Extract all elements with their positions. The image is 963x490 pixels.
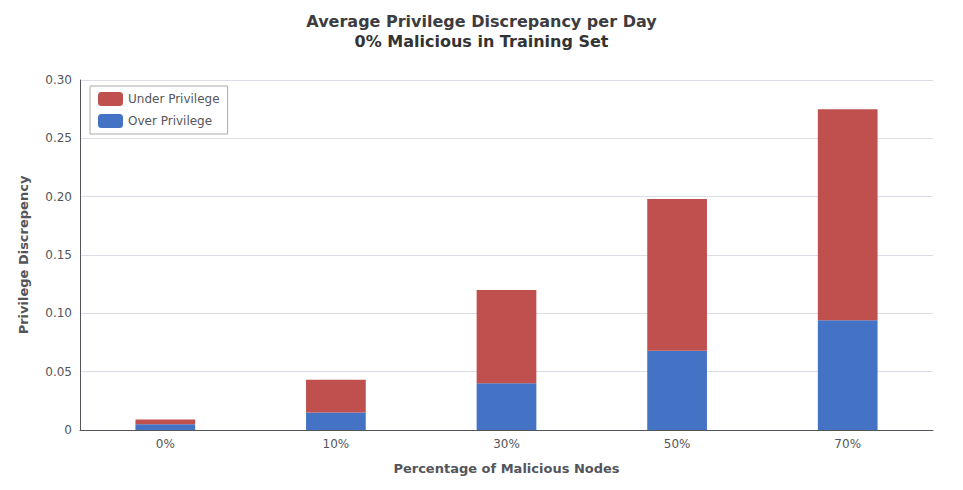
svg-text:0.20: 0.20 xyxy=(45,190,72,204)
svg-text:Over Privilege: Over Privilege xyxy=(128,114,212,128)
svg-text:0.10: 0.10 xyxy=(45,306,72,320)
svg-text:50%: 50% xyxy=(664,437,691,451)
svg-text:0%: 0% xyxy=(156,437,175,451)
svg-text:30%: 30% xyxy=(493,437,520,451)
svg-text:0.05: 0.05 xyxy=(45,365,72,379)
svg-text:Under Privilege: Under Privilege xyxy=(128,92,220,106)
svg-text:10%: 10% xyxy=(323,437,350,451)
svg-text:0% Malicious in Training Set: 0% Malicious in Training Set xyxy=(355,32,609,51)
svg-text:0.15: 0.15 xyxy=(45,248,72,262)
svg-text:0.25: 0.25 xyxy=(45,131,72,145)
svg-text:0: 0 xyxy=(64,423,72,437)
svg-text:0.30: 0.30 xyxy=(45,73,72,87)
svg-text:Privilege Discrepency: Privilege Discrepency xyxy=(16,175,31,334)
svg-text:70%: 70% xyxy=(834,437,861,451)
svg-text:Average Privilege Discrepancy: Average Privilege Discrepancy per Day xyxy=(306,12,657,31)
svg-text:Percentage of Malicious Nodes: Percentage of Malicious Nodes xyxy=(393,461,619,476)
